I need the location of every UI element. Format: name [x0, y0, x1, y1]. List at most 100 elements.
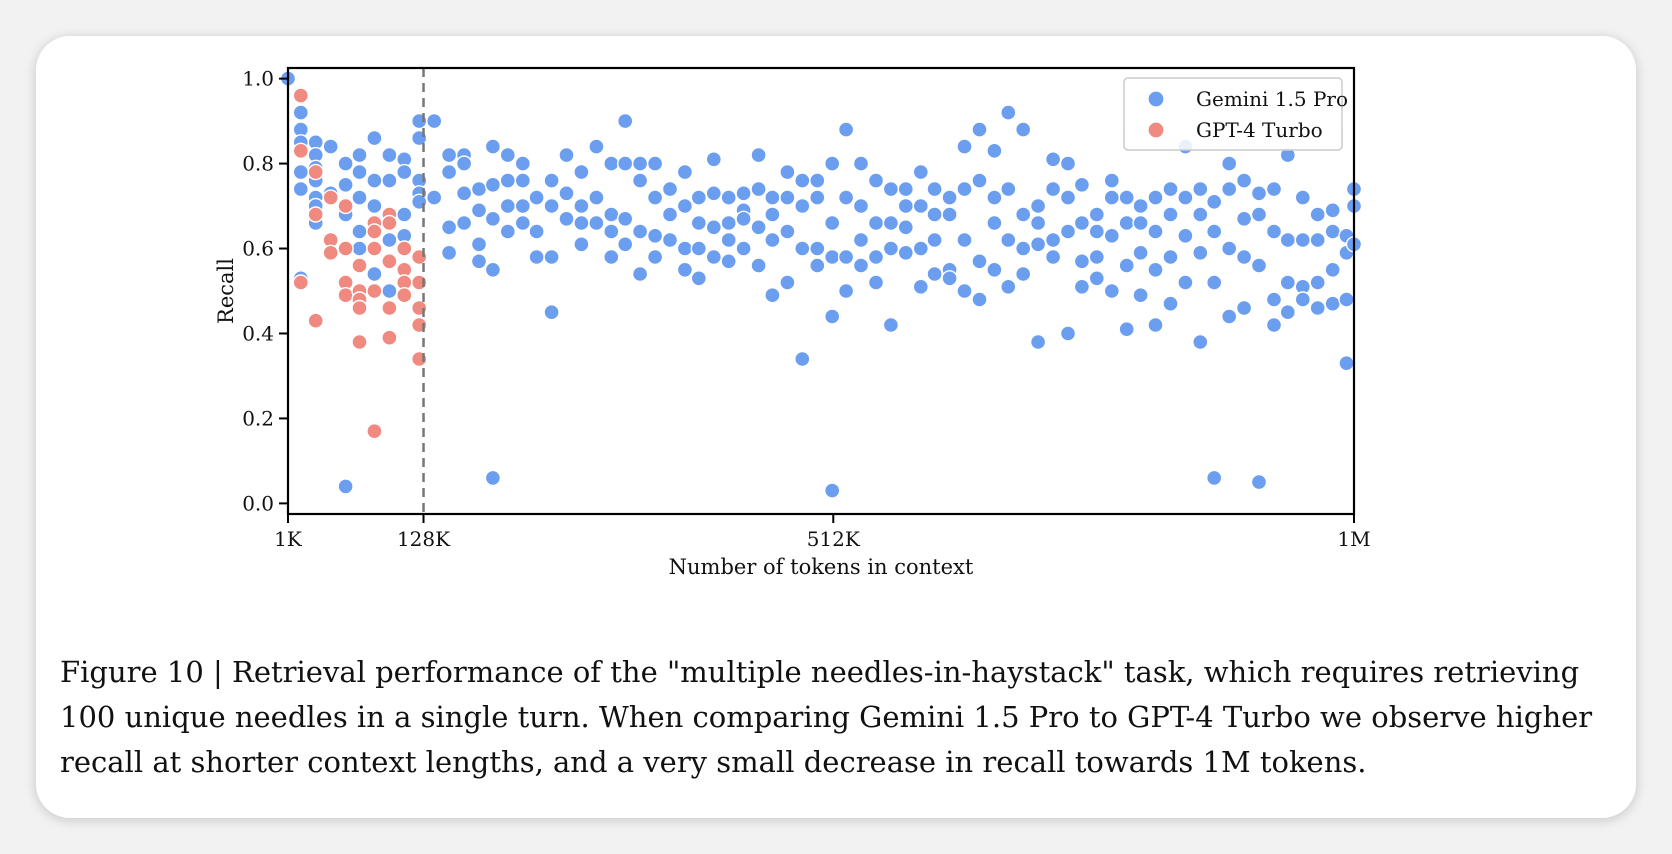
point-gemini-124: [735, 240, 752, 257]
point-gemini-102: [661, 180, 679, 198]
point-gemini-94: [631, 155, 649, 172]
point-gpt4-0: [292, 87, 309, 104]
point-gemini-161: [867, 274, 885, 291]
point-gemini-228: [1118, 257, 1135, 274]
point-gemini-65: [514, 155, 531, 172]
point-gemini-197: [1000, 278, 1017, 296]
point-gemini-143: [809, 240, 826, 257]
x-tick-label-0: 1K: [274, 527, 303, 551]
point-gemini-250: [1205, 193, 1223, 211]
point-gpt4-27: [381, 329, 398, 346]
point-gemini-172: [912, 240, 929, 257]
point-gemini-209: [1044, 248, 1062, 266]
point-gemini-135: [779, 223, 796, 240]
point-gpt4-25: [381, 253, 398, 270]
point-gemini-89: [603, 248, 620, 266]
point-gemini-108: [676, 261, 694, 279]
point-gemini-162: [882, 180, 900, 198]
point-gemini-58: [484, 210, 502, 228]
point-gemini-125: [750, 146, 767, 164]
point-gemini-81: [573, 214, 590, 232]
point-gemini-92: [617, 210, 634, 228]
point-gemini-185: [956, 282, 973, 300]
point-gpt4-28: [396, 240, 413, 257]
point-gemini-186: [971, 121, 988, 138]
point-gemini-85: [588, 214, 605, 232]
point-gpt4-20: [366, 240, 383, 257]
point-gemini-277: [1294, 291, 1312, 308]
point-gemini-288: [1338, 291, 1355, 308]
point-gemini-26: [366, 172, 383, 189]
point-gpt4-9: [337, 197, 354, 215]
point-gemini-234: [1147, 189, 1164, 206]
point-gemini-23: [351, 223, 368, 240]
point-gemini-193: [986, 261, 1003, 279]
point-gemini-215: [1073, 214, 1091, 232]
point-gemini-80: [573, 197, 590, 215]
point-gemini-90: [617, 112, 634, 130]
point-gpt4-1: [292, 142, 309, 160]
point-gemini-169: [897, 244, 914, 262]
point-gemini-91: [617, 155, 634, 172]
point-gemini-240: [1162, 248, 1179, 266]
point-gemini-171: [912, 197, 929, 215]
point-gemini-150: [837, 121, 855, 138]
point-gemini-138: [794, 197, 811, 215]
point-gemini-217: [1073, 278, 1091, 296]
point-gemini-265: [1250, 473, 1268, 491]
point-gemini-244: [1177, 274, 1194, 291]
point-gemini-156: [852, 231, 870, 249]
point-gemini-269: [1265, 316, 1283, 334]
point-gemini-145: [824, 155, 841, 172]
point-gemini-103: [661, 206, 679, 223]
point-gemini-216: [1073, 253, 1091, 270]
point-gemini-68: [514, 214, 531, 232]
point-gemini-263: [1250, 206, 1268, 223]
point-gemini-100: [646, 227, 664, 245]
point-gpt4-22: [366, 423, 383, 440]
point-gpt4-21: [366, 282, 383, 300]
point-gemini-109: [690, 189, 707, 206]
point-gemini-208: [1044, 231, 1062, 249]
point-gemini-113: [705, 151, 722, 168]
point-gemini-212: [1059, 223, 1077, 240]
point-gemini-4: [292, 163, 309, 181]
point-gemini-154: [852, 155, 870, 172]
x-axis-label: Number of tokens in context: [669, 555, 974, 579]
point-gemini-140: [794, 350, 811, 368]
point-gemini-249: [1192, 333, 1209, 351]
point-gemini-112: [690, 270, 707, 287]
point-gemini-20: [351, 146, 368, 164]
points-layer: [279, 70, 1363, 499]
figure-card: 0.0 0.2 0.4 0.6 0.8 1.0 1K 128K 512K 1M Number of …: [36, 36, 1636, 818]
point-gemini-142: [809, 189, 826, 206]
point-gemini-1: [292, 104, 309, 121]
point-gemini-97: [631, 265, 649, 283]
point-gemini-99: [646, 189, 664, 206]
point-gemini-254: [1220, 155, 1238, 172]
point-gemini-163: [882, 214, 900, 232]
point-gemini-199: [1015, 206, 1032, 223]
point-gemini-76: [558, 146, 575, 164]
legend-marker-1: [1147, 121, 1165, 139]
point-gemini-55: [470, 253, 488, 270]
point-gpt4-16: [351, 299, 368, 317]
point-gemini-118: [720, 214, 737, 232]
y-tick-label-3: 0.6: [242, 237, 274, 261]
point-gemini-200: [1015, 240, 1032, 257]
point-gemini-204: [1029, 236, 1047, 253]
point-gemini-45: [440, 163, 458, 181]
point-gemini-54: [470, 236, 488, 253]
point-gemini-178: [941, 189, 958, 206]
point-gemini-248: [1192, 244, 1209, 262]
point-gemini-105: [676, 163, 694, 181]
point-gemini-179: [941, 206, 958, 223]
point-gemini-173: [912, 278, 929, 296]
point-gemini-246: [1192, 180, 1209, 198]
point-gpt4-2: [292, 274, 309, 291]
point-gemini-121: [735, 185, 752, 202]
point-gemini-34: [396, 163, 413, 181]
point-gemini-196: [1000, 231, 1017, 249]
point-gemini-14: [322, 138, 339, 155]
point-gemini-27: [366, 197, 383, 215]
